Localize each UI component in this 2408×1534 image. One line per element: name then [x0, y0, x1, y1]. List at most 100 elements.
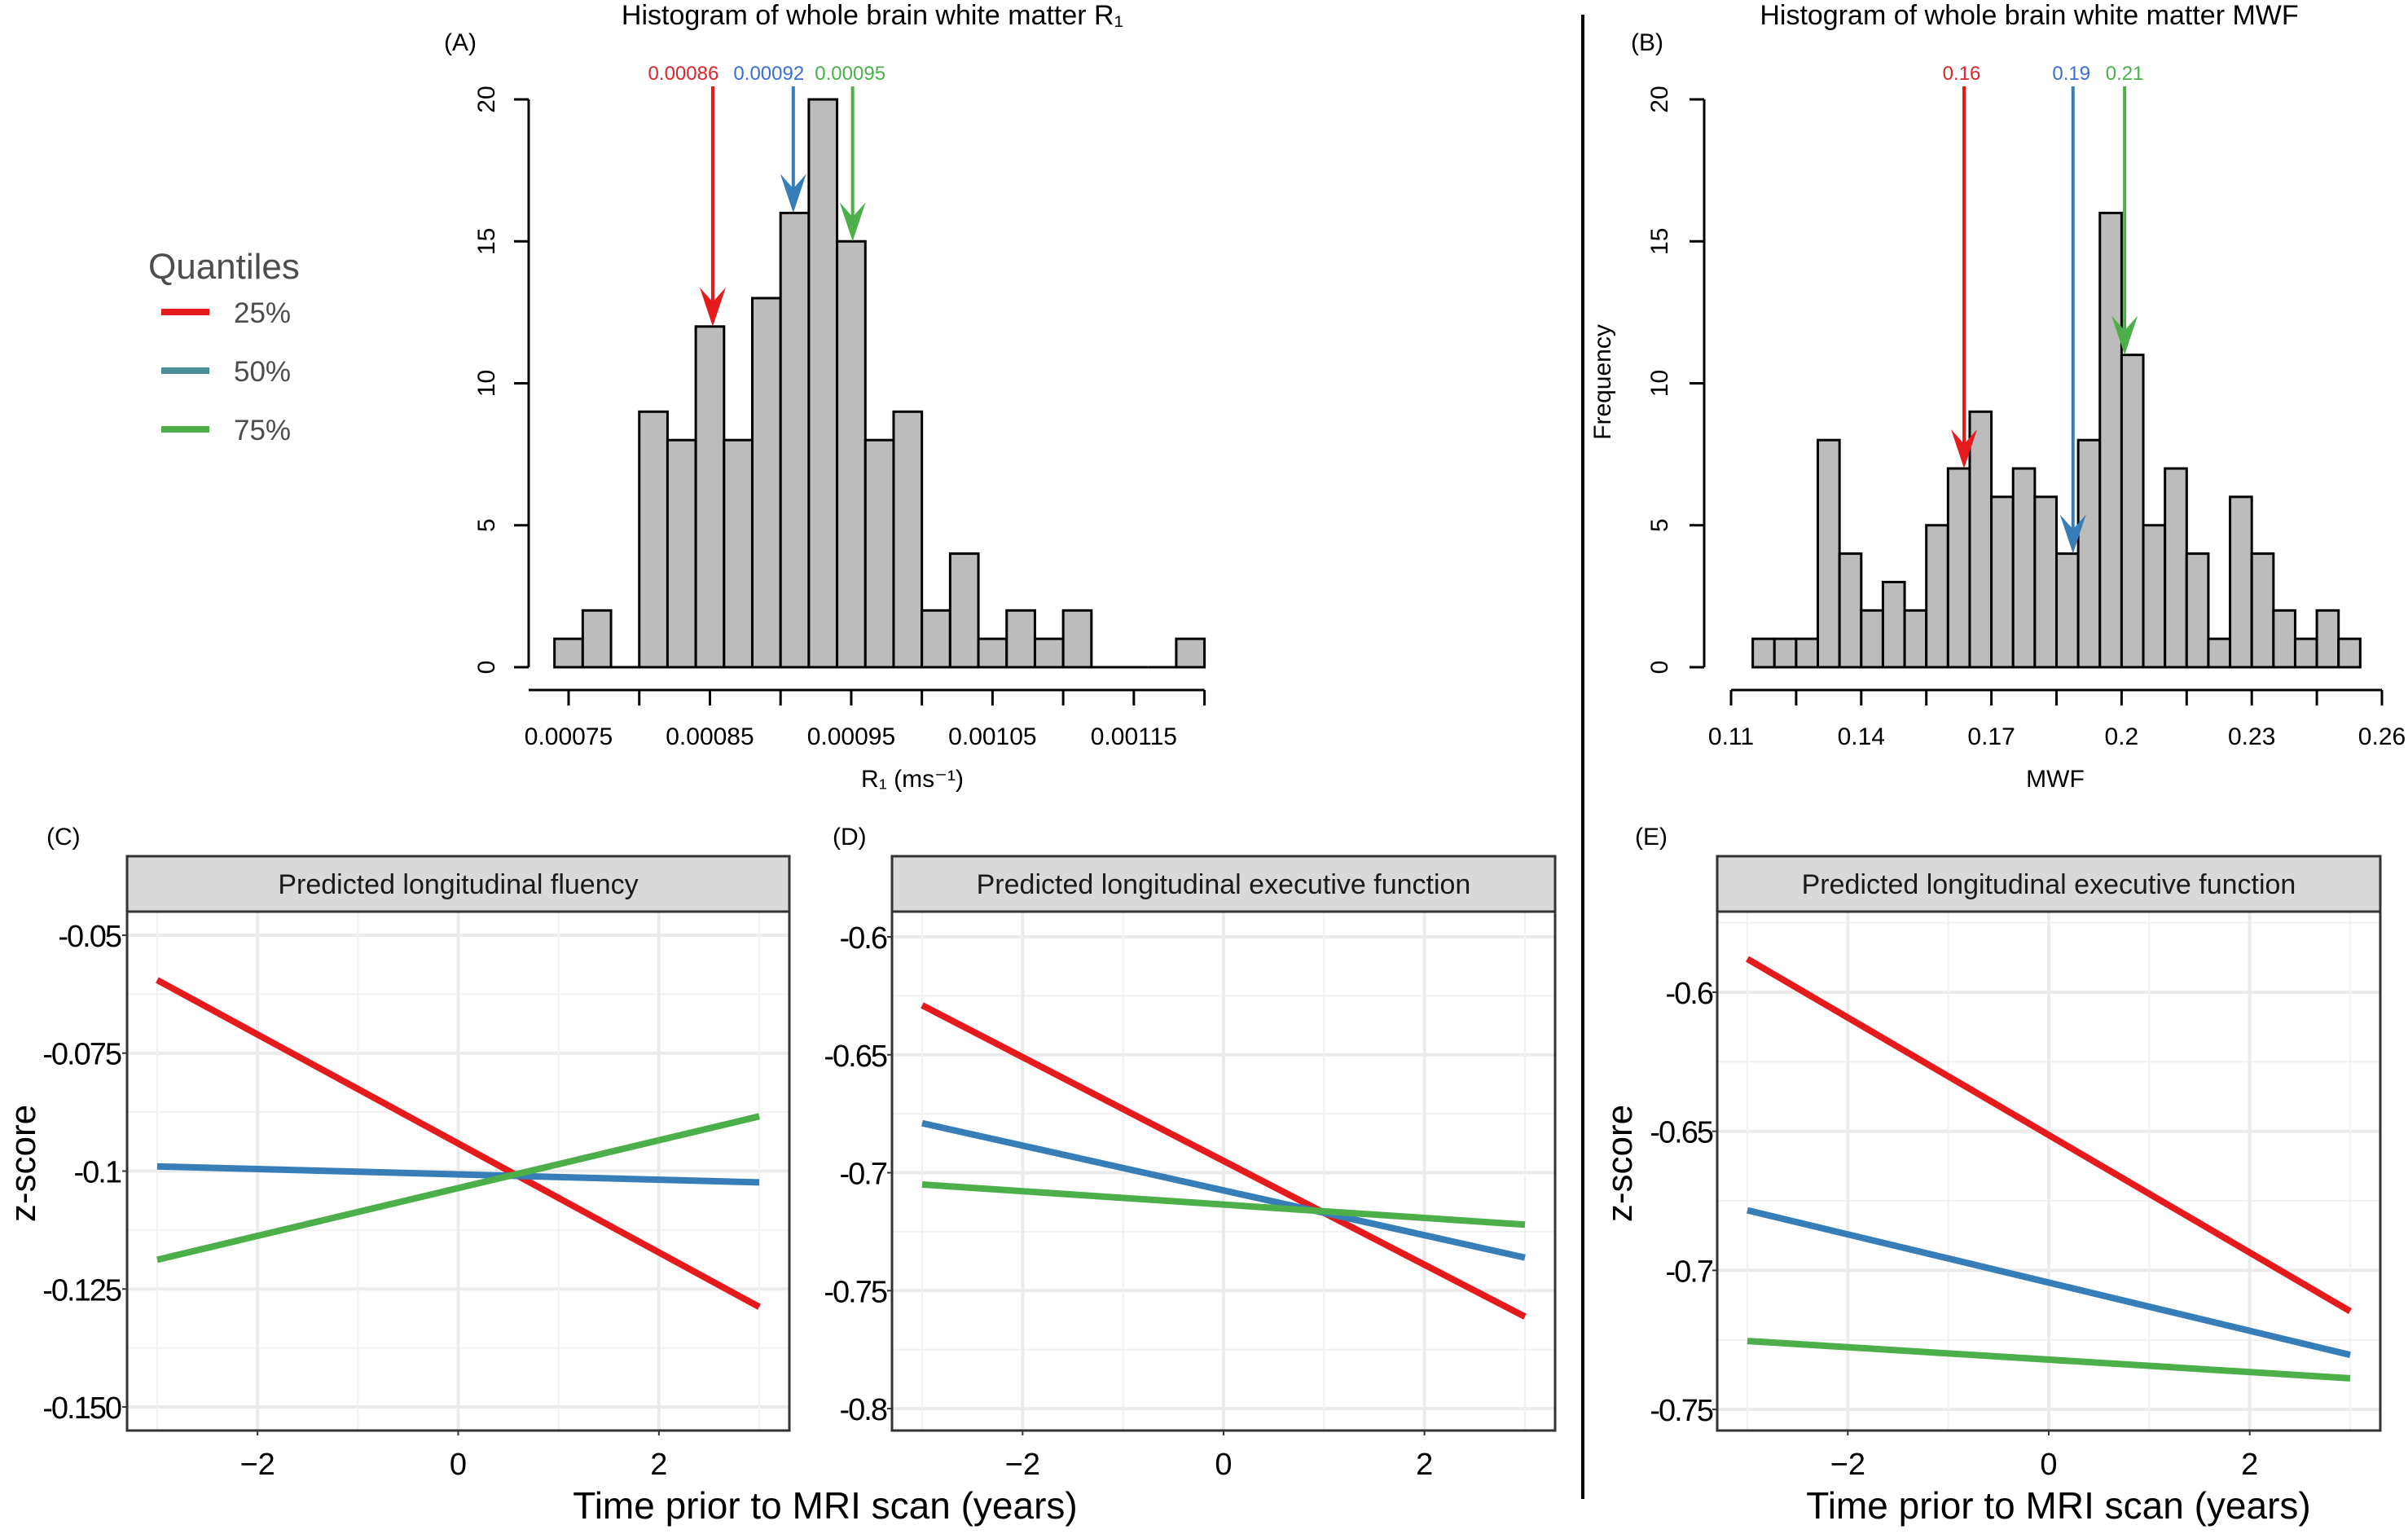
y-tick-label: -0.7 — [840, 1158, 887, 1192]
histogram-bar — [1005, 609, 1036, 669]
x-tick-label: 0.00075 — [525, 723, 613, 750]
legend-title: Quantiles — [148, 247, 300, 287]
x-tick-label: 0.2 — [2105, 723, 2139, 750]
histogram-bar — [2120, 354, 2145, 669]
histogram-bar — [751, 297, 782, 669]
histogram-bar — [2272, 609, 2296, 669]
y-tick-label: 10 — [473, 370, 500, 397]
y-tick-label: -0.075 — [42, 1038, 121, 1072]
x-tick-label: 2 — [1416, 1448, 1433, 1482]
histogram-bar — [2098, 211, 2123, 669]
histogram-bar — [921, 609, 951, 669]
x-axis-label-cd: Time prior to MRI scan (years) — [573, 1484, 1077, 1527]
x-tick-label: 0.00085 — [666, 723, 754, 750]
histogram-bar — [1751, 637, 1776, 669]
histogram-bar — [977, 637, 1008, 669]
x-tick-label: 0.00095 — [807, 723, 895, 750]
y-axis-label: z-score — [3, 1105, 43, 1222]
y-tick-label: -0.65 — [824, 1040, 886, 1074]
histogram-bar — [1175, 637, 1206, 669]
histogram-bar — [2229, 495, 2253, 669]
series-line-50pct — [1747, 1207, 2351, 1359]
x-tick-label: 0 — [2040, 1448, 2057, 1482]
quantile-value-label: 0.00095 — [815, 63, 885, 85]
facet-strip-title: Predicted longitudinal executive functio… — [977, 869, 1471, 900]
quantile-value-label: 0.16 — [1943, 63, 1981, 85]
x-tick-label: 0.11 — [1708, 723, 1754, 750]
y-tick-label: -0.150 — [42, 1391, 121, 1426]
histogram-bar — [1860, 609, 1884, 669]
x-tick-label: 0.00105 — [948, 723, 1036, 750]
y-tick-label: -0.1 — [74, 1156, 121, 1190]
y-axis-label: Frequency — [1589, 324, 1616, 440]
y-tick-label: 0 — [1646, 661, 1673, 675]
histogram-bar — [694, 325, 726, 669]
histogram-title: Histogram of whole brain white matter MW… — [1760, 0, 2298, 31]
panel-label: (A) — [444, 29, 477, 56]
histogram-bar — [2250, 552, 2275, 669]
x-tick-label: 2 — [2241, 1448, 2258, 1482]
histogram-bar — [1990, 495, 2015, 669]
line-panel-c: (C) Predicted longitudinal fluency -0.05 -0… — [3, 824, 791, 1482]
histogram-bar — [1061, 609, 1093, 669]
y-tick-label: 10 — [1646, 370, 1673, 397]
series-line-25pct — [1745, 956, 2353, 1315]
arrowhead-icon — [1951, 429, 1978, 469]
x-tick-label: 0.00115 — [1091, 723, 1177, 750]
x-tick-label: −2 — [1830, 1448, 1865, 1482]
histogram-panel-b: Histogram of whole brain white matter MW… — [1589, 0, 2406, 793]
histogram-bar — [2293, 637, 2318, 669]
series-line-50pct — [921, 1119, 1526, 1261]
arrowhead-icon — [2059, 514, 2086, 554]
y-tick-label: -0.75 — [824, 1275, 886, 1309]
histogram-bar — [2076, 438, 2102, 669]
y-tick-label: 20 — [473, 86, 500, 112]
histogram-bar — [1795, 637, 1820, 669]
histogram-bar — [1838, 552, 1863, 669]
histogram-bar — [2315, 609, 2340, 669]
x-tick-label: 0.17 — [1967, 723, 2015, 750]
series-line-25pct — [156, 977, 761, 1310]
histogram-bar — [2055, 552, 2080, 669]
y-tick-label: -0.8 — [840, 1393, 887, 1427]
x-tick-label: 0.23 — [2228, 723, 2275, 750]
histogram-bar — [1968, 410, 1993, 669]
arrowhead-icon — [839, 202, 866, 242]
x-axis-label: R₁ (ms⁻¹) — [861, 766, 964, 793]
quantile-value-label: 0.19 — [2052, 63, 2090, 85]
histogram-bar — [2033, 495, 2059, 669]
quantile-value-label: 0.00092 — [733, 63, 804, 85]
histogram-bar — [779, 211, 811, 669]
series-line-50pct — [156, 1163, 760, 1186]
y-axis-label: z-score — [1600, 1105, 1640, 1222]
histogram-bar — [723, 438, 754, 669]
panel-label: (D) — [833, 824, 867, 851]
panel-label: (C) — [46, 824, 81, 851]
x-axis-label: MWF — [2026, 766, 2085, 793]
y-tick-label: 20 — [1646, 86, 1673, 112]
facet-strip-title: Predicted longitudinal fluency — [278, 869, 638, 900]
histogram-bar — [2164, 467, 2188, 669]
x-axis-label: Time prior to MRI scan (years) — [1806, 1484, 2310, 1527]
legend-label: 50% — [234, 356, 291, 388]
y-tick-label: 5 — [473, 518, 500, 532]
histogram-bar — [892, 410, 924, 669]
y-tick-label: -0.65 — [1650, 1116, 1712, 1150]
histogram-bar — [948, 552, 980, 669]
x-tick-label: 0.26 — [2358, 723, 2406, 750]
panel-label: (B) — [1631, 29, 1663, 56]
histogram-bar — [807, 98, 839, 669]
facet-strip — [1716, 855, 2382, 913]
quantile-value-label: 0.00086 — [648, 63, 719, 85]
legend: Quantiles 25% 50% 75% — [148, 247, 300, 446]
panel-label: (E) — [1635, 824, 1668, 851]
histogram-bar — [666, 438, 697, 669]
arrowhead-icon — [699, 287, 726, 327]
y-tick-label: 0 — [473, 661, 500, 675]
histogram-bar — [2185, 552, 2210, 669]
y-tick-label: 5 — [1646, 518, 1673, 532]
histogram-bar — [638, 410, 669, 669]
x-tick-label: 2 — [650, 1448, 667, 1482]
line-panel-e: (E) Predicted longitudinal executive func… — [1600, 824, 2382, 1527]
